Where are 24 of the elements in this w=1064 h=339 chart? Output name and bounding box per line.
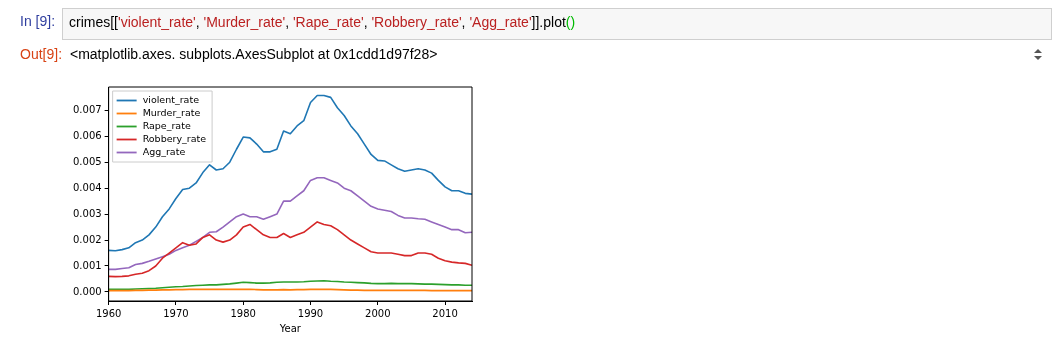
legend-label: Agg_rate — [142, 145, 186, 157]
text: In [9]: — [20, 13, 56, 29]
text: crimes[['violent_rate', 'Murder_rate', 'Rape_rate', 'Robbery_rate', 'Agg_rate']].plot() — [69, 14, 576, 30]
x-tick-label: 2000 — [365, 307, 391, 319]
y-tick-label: 0.000 — [72, 285, 102, 297]
text: <matplotlib.axes. subplots.AxesSubplot at 0x1cdd1d97f28> — [70, 46, 438, 62]
x-tick-label: 1960 — [95, 307, 122, 319]
x-axis-title: Year — [278, 322, 302, 334]
x-tick-label: 1980 — [230, 307, 256, 319]
text: Out[9]: — [20, 46, 63, 62]
y-tick-label: 0.003 — [72, 207, 102, 219]
legend-label: Rape_rate — [142, 119, 191, 131]
y-tick-label: 0.002 — [72, 233, 102, 245]
x-tick-label: 1990 — [297, 307, 324, 319]
y-tick-label: 0.007 — [72, 103, 102, 115]
y-tick-label: 0.004 — [72, 181, 102, 193]
x-tick-label: 1970 — [163, 307, 189, 319]
legend-label: Murder_rate — [142, 106, 201, 118]
legend-label: Robbery_rate — [142, 132, 207, 144]
y-tick-label: 0.005 — [72, 155, 102, 167]
y-tick-label: 0.001 — [72, 259, 102, 271]
legend-label: violent_rate — [142, 93, 200, 105]
x-tick-label: 2010 — [432, 307, 458, 319]
y-tick-label: 0.006 — [72, 129, 102, 141]
